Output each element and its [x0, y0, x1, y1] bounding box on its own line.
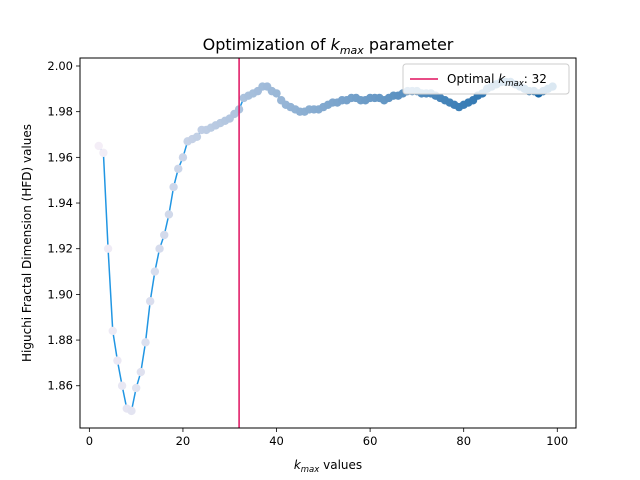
data-point	[99, 148, 108, 157]
y-tick-label: 1.96	[47, 150, 73, 164]
data-point	[127, 406, 136, 416]
plot-area: 0 20 40 60 80 100 1.86 1.88 1.90 1.92 1.94 1.96 1.9…	[47, 57, 577, 448]
legend: Optimal kmax: 32	[402, 63, 570, 95]
y-tick-label: 1.86	[47, 379, 73, 393]
y-axis-label: Higuchi Fractal Dimension (HFD) values	[20, 124, 34, 362]
x-axis: 0 20 40 60 80 100	[86, 428, 568, 448]
y-tick-label: 1.92	[47, 242, 73, 256]
y-tick-label: 1.88	[47, 333, 73, 347]
data-point	[108, 326, 117, 336]
data-point	[141, 338, 150, 347]
data-point	[174, 164, 183, 173]
data-point	[103, 244, 113, 253]
x-tick-label: 80	[456, 434, 471, 448]
data-point	[113, 356, 122, 365]
x-tick-label: 100	[546, 434, 568, 448]
data-point	[155, 244, 164, 253]
data-layer	[94, 58, 557, 428]
legend-box	[402, 63, 570, 95]
x-tick-label: 20	[176, 434, 191, 448]
legend-label: Optimal kmax: 32	[447, 72, 547, 89]
chart-title: Optimization of kmax parameter	[203, 35, 454, 57]
data-point	[94, 141, 103, 151]
data-point	[145, 297, 155, 306]
data-point	[160, 230, 169, 240]
data-point	[150, 267, 160, 276]
x-axis-label: kmax values	[294, 458, 362, 475]
x-tick-label: 40	[269, 434, 284, 448]
data-point	[272, 89, 281, 98]
x-tick-label: 60	[363, 434, 378, 448]
y-tick-label: 1.98	[47, 105, 73, 119]
series-line	[98, 81, 553, 412]
y-tick-label: 2.00	[47, 59, 73, 73]
data-point	[192, 132, 202, 141]
data-point	[164, 210, 174, 219]
data-point	[131, 383, 141, 393]
data-point	[178, 153, 188, 162]
plot-frame	[79, 57, 577, 429]
x-tick-label: 0	[86, 434, 93, 448]
y-axis: 1.86 1.88 1.90 1.92 1.94 1.96 1.98 2.00	[47, 59, 80, 393]
data-point	[117, 381, 127, 390]
y-tick-label: 1.94	[47, 196, 73, 210]
data-point	[169, 182, 178, 192]
data-point	[136, 367, 146, 377]
y-tick-label: 1.90	[47, 287, 73, 301]
